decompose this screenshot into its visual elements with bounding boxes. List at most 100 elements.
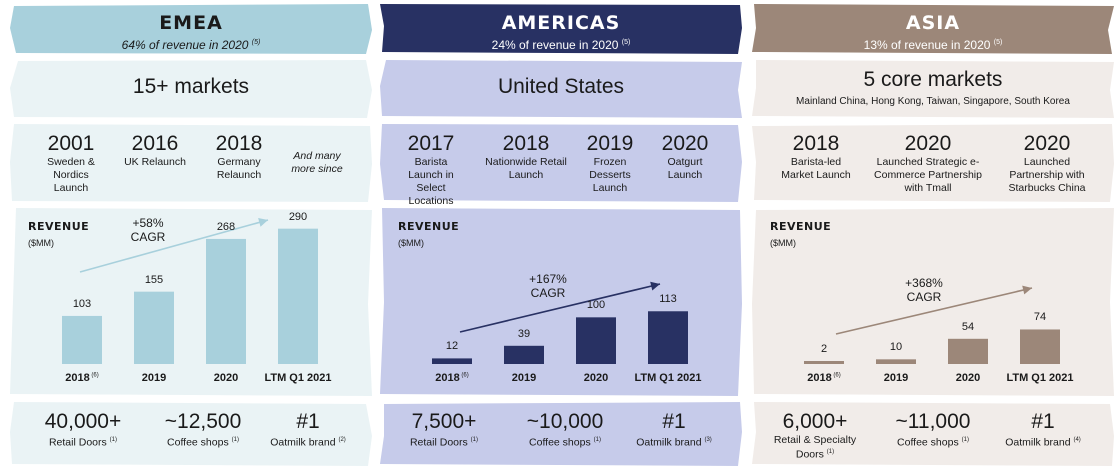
stat-value: ~12,500 [164,410,242,433]
markets-panel: United States [380,60,742,118]
cagr-arrow-head [650,281,660,291]
cagr-label: CAGR [530,286,566,300]
stat-footnote: (1) [470,437,479,443]
region-asia: ASIA 13% of revenue in 2020 (5) 5 core m… [752,0,1114,470]
bar-value-label: 290 [288,210,308,223]
region-banner-americas: AMERICAS 24% of revenue in 2020 (5) [380,4,742,54]
revenue-bar [62,315,102,364]
bar-category-label: LTM Q1 2021 [634,372,702,384]
stat-footnote: (1) [593,437,601,443]
stat-footnote: (1) [231,437,239,443]
stat-label-text: Oatmilk brand [1005,436,1071,449]
panel-shape [380,124,742,202]
stat-label-text: Oatmilk brand [270,436,336,449]
revenue-bar [804,361,844,364]
stat-value: 7,500+ [411,410,477,433]
timeline-year: 2019 [586,132,634,155]
cagr-label: CAGR [906,290,942,304]
stat-footnote: (1) [109,437,118,443]
bar-category-label: LTM Q1 2021 [1006,372,1074,384]
markets-panel: 5 core markets Mainland China, Hong Kong… [752,60,1114,118]
region-emea: EMEA 64% of revenue in 2020 (5) 15+ mark… [10,0,372,470]
bar-category-label: LTM Q1 2021 [264,372,332,384]
revenue-panel: REVENUE ($MM) +368% CAGR 2 2018 (6) 10 2019… [752,208,1114,396]
timeline-item: 2019 Frozen Desserts Launch [572,132,648,195]
stat-value: ~11,000 [895,410,971,433]
panel-shape [10,60,372,118]
bar-category-label: 2018 (6) [65,372,99,384]
stat-label-text: Coffee shops [897,436,959,449]
cagr-annotation: +368% CAGR [892,276,956,304]
panel-shape [10,402,372,466]
bar-category-label: 2020 [955,372,981,384]
timeline-year: 2001 [47,132,95,155]
stat-footnote: (1) [961,437,969,443]
markets-headline: 15+ markets [132,75,250,98]
region-title: AMERICAS [501,12,621,34]
timeline-desc: Launched Strategic e-Commerce Partnershi… [874,156,982,194]
stats-panel: 6,000+ Retail & Specialty Doors (1) ~11,… [752,402,1114,466]
revenue-panel: REVENUE ($MM) +167% CAGR 12 2018 (6) 39 201… [380,208,742,396]
stat-value: #1 [1031,410,1055,433]
timeline-desc: Oatgurt Launch [667,156,703,181]
panel-shape [10,124,372,202]
stats-panel: 7,500+ Retail Doors (1) ~10,000 Coffee s… [380,402,742,466]
bar-category-label: 2018 (6) [435,372,469,384]
cagr-arrow-head [1022,285,1032,295]
revenue-chart [804,285,1060,364]
region-banner-asia: ASIA 13% of revenue in 2020 (5) [752,4,1114,54]
timeline-item: 2017 Barista Launch in Select Locations [388,132,474,208]
timeline-panel: 2017 Barista Launch in Select Locations … [380,124,742,207]
revenue-bar [504,345,544,364]
revenue-chart [62,218,318,364]
region-subtitle: 64% of revenue in 2020 (5) [10,38,372,52]
stat-item: ~10,000 Coffee shops (1) [510,410,620,449]
cagr-arrow-head [258,218,268,227]
bar-value-label: 268 [216,220,236,233]
revenue-label: REVENUE [398,220,460,233]
bar-category-label: 2019 [883,372,909,384]
panel-shape [752,124,1114,202]
bar-value-label: 12 [445,340,459,353]
timeline-item: 2020 Launched Partnership with Starbucks… [992,132,1102,195]
stat-value: #1 [296,410,320,433]
banner-shape [10,4,372,54]
bar-value-label: 54 [961,320,975,333]
cagr-annotation: +58% CAGR [118,216,178,244]
category-footnote: (6) [89,372,99,379]
stat-label: Coffee shops (1) [148,434,258,449]
timeline-panel: 2018 Barista-led Market Launch 2020 Laun… [752,124,1114,202]
subtitle-text: 13% of revenue in 2020 [863,38,991,52]
markets-headline: 5 core markets [863,68,1003,91]
timeline-panel: 2001 Sweden & Nordics Launch 2016 UK Rel… [10,124,372,202]
stat-label-text: Retail Doors [409,436,468,449]
stat-footnote: (2) [338,437,346,443]
stat-value: 6,000+ [782,410,848,433]
subtitle-footnote: (5) [993,39,1003,46]
stat-label-text: Retail & Specialty Doors [773,434,857,461]
markets-headline: United States [497,75,625,98]
category-footnote: (6) [831,372,841,379]
timeline-year: 2020 [1023,132,1071,155]
timeline-item: 2020 Oatgurt Launch [650,132,720,182]
revenue-unit: ($MM) [770,238,796,248]
timeline-year: 2018 [215,132,263,155]
markets-list: Mainland China, Hong Kong, Taiwan, Singa… [796,96,1070,107]
revenue-bar [648,311,688,364]
bar-value-label: 39 [517,327,531,340]
stat-label: Retail Doors (1) [28,434,138,449]
stat-label-text: Coffee shops [167,436,229,449]
revenue-unit: ($MM) [28,238,54,248]
timeline-item: And many more since [282,132,352,176]
revenue-bar [134,291,174,364]
timeline-year: 2017 [407,132,455,155]
bar-value-label: 100 [586,299,606,312]
subtitle-footnote: (5) [251,39,261,46]
bar-category-label: 2020 [213,372,239,384]
bar-category-label: 2018 (6) [807,372,841,384]
cagr-value: +167% [529,272,567,286]
timeline-desc: Sweden & Nordics Launch [47,156,95,194]
stat-item: ~11,000 Coffee shops (1) [878,410,988,449]
panel-shape [380,60,742,118]
region-title: EMEA [159,12,223,34]
